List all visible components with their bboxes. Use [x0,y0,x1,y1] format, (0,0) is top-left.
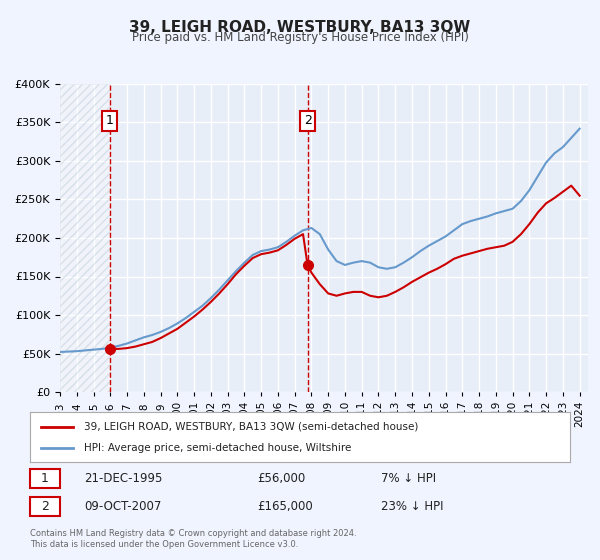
Text: 23% ↓ HPI: 23% ↓ HPI [381,500,443,513]
Text: 2: 2 [304,114,311,128]
Text: 39, LEIGH ROAD, WESTBURY, BA13 3QW: 39, LEIGH ROAD, WESTBURY, BA13 3QW [130,20,470,35]
FancyBboxPatch shape [30,469,60,488]
Text: £165,000: £165,000 [257,500,313,513]
Text: HPI: Average price, semi-detached house, Wiltshire: HPI: Average price, semi-detached house,… [84,443,352,453]
Text: 1: 1 [41,472,49,485]
Text: 09-OCT-2007: 09-OCT-2007 [84,500,161,513]
Text: 2: 2 [41,500,49,513]
Text: 39, LEIGH ROAD, WESTBURY, BA13 3QW (semi-detached house): 39, LEIGH ROAD, WESTBURY, BA13 3QW (semi… [84,422,418,432]
FancyBboxPatch shape [30,497,60,516]
Text: Price paid vs. HM Land Registry's House Price Index (HPI): Price paid vs. HM Land Registry's House … [131,31,469,44]
Text: 1: 1 [106,114,114,128]
Text: 7% ↓ HPI: 7% ↓ HPI [381,472,436,485]
Text: 21-DEC-1995: 21-DEC-1995 [84,472,163,485]
Bar [60,84,110,392]
Text: £56,000: £56,000 [257,472,305,485]
Text: Contains HM Land Registry data © Crown copyright and database right 2024.
This d: Contains HM Land Registry data © Crown c… [30,529,356,549]
